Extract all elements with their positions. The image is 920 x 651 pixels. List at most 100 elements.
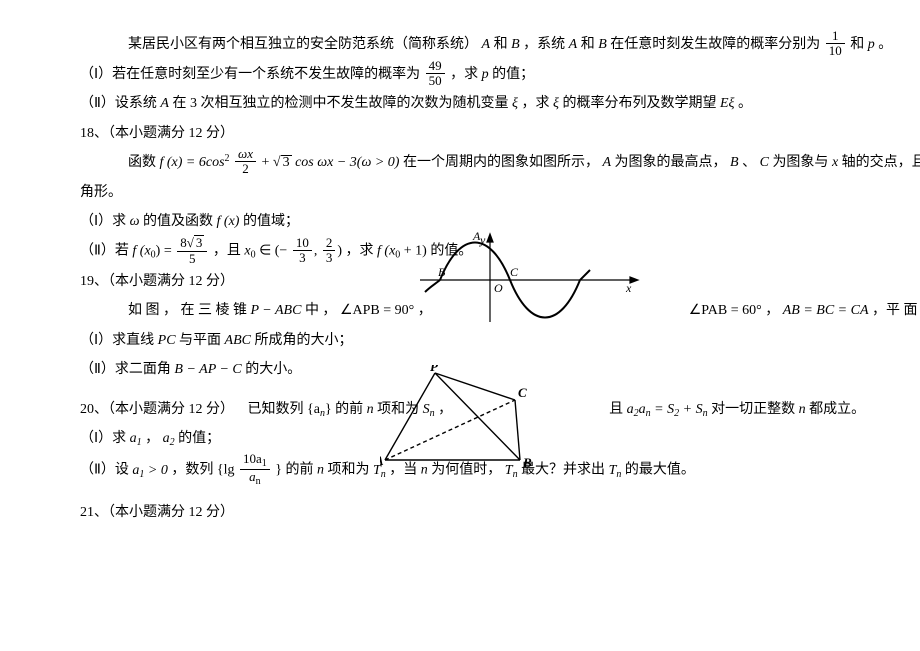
math-fx: f (x) (217, 214, 240, 229)
text: （Ⅰ）求直线 (80, 333, 158, 348)
var-PC: PC (158, 333, 176, 348)
math-a2an: a2an = S2 + Sn (627, 402, 708, 417)
curve-left-tail (425, 280, 440, 292)
text: 都成立。 (809, 402, 865, 417)
text: 。 (878, 37, 892, 52)
math-angAPB: ∠APB = 90° (340, 303, 414, 318)
label-B: B (522, 455, 532, 470)
spacer (80, 488, 840, 498)
var-B: B (730, 155, 739, 170)
p20-head: 20、（本小题满分 12 分） (80, 402, 234, 417)
text: 的值及函数 (143, 214, 217, 229)
var-x: x (832, 155, 838, 170)
text: （Ⅱ）设系统 (80, 96, 160, 111)
math-angPAB: ∠PAB = 60° (689, 303, 762, 318)
var-a1: a1 (130, 431, 142, 446)
label-B: B (438, 265, 446, 279)
text: 如 图 ， 在 三 棱 锥 (128, 303, 251, 318)
text: （Ⅱ）若 (80, 244, 132, 259)
math-ABBCCA: AB = BC = CA (783, 303, 869, 318)
var-B: B (511, 37, 520, 52)
rb: } (275, 463, 282, 478)
text: （Ⅰ）求 (80, 431, 130, 446)
var-xi: ξ (512, 96, 518, 111)
edge-BC (515, 400, 520, 460)
text: （Ⅰ）若在任意时刻至少有一个系统不发生故障的概率为 (80, 67, 424, 82)
text: ，平 面 (872, 303, 920, 318)
edge-AP (385, 373, 435, 460)
math-cos: cos ωx − 3(ω > 0) (295, 155, 399, 170)
y-arrow-icon (487, 234, 493, 242)
text: 已知数列 (248, 402, 308, 417)
text: ，求 (521, 96, 553, 111)
frac-1-10: 1 10 (826, 29, 845, 59)
text: ，且 (213, 244, 245, 259)
plus: + (262, 155, 273, 170)
text: 且 (609, 402, 627, 417)
text: 在 3 次相互独立的检测中不发生故障的次数为随机变量 (172, 96, 512, 111)
var-A: A (482, 37, 491, 52)
var-n: n (799, 402, 806, 417)
var-A: A (569, 37, 578, 52)
sqrt-3: 3 (281, 155, 292, 170)
var-B: B (598, 37, 607, 52)
frac-10a1-an: 10a1 an (240, 452, 270, 487)
var-a1: a1 > 0 (132, 463, 167, 478)
text: ，数列 (171, 463, 217, 478)
math-fx: f (x) = 6cos (160, 155, 225, 170)
p17-part-II: （Ⅱ）设系统 A 在 3 次相互独立的检测中不发生故障的次数为随机变量 ξ ，求… (80, 89, 840, 118)
text: 的值； (492, 67, 534, 82)
text: 函数 (128, 155, 160, 170)
in: ∈ (− (259, 244, 287, 259)
text: 的最大值。 (625, 463, 695, 478)
p17-part-I: （Ⅰ）若在任意时刻至少有一个系统不发生故障的概率为 49 50 ，求 p 的值； (80, 60, 840, 90)
var-a2: a2 (163, 431, 175, 446)
label-O: O (494, 281, 503, 295)
figure-tetrahedron: A B C P (380, 365, 540, 475)
frac-8sqrt3-5: 8√3 5 (177, 235, 207, 266)
p21-head: 21、（本小题满分 12 分） (80, 498, 840, 527)
figure-sine-curve: A B C O x y (410, 232, 650, 332)
text: 。 (738, 96, 752, 111)
text: ，求 (450, 67, 482, 82)
var-omega: ω (130, 214, 140, 229)
text: （Ⅱ）求二面角 (80, 362, 174, 377)
text: 和 (850, 37, 868, 52)
label-C: C (510, 265, 519, 279)
frac-10-3: 10 3 (293, 236, 312, 266)
p18-body: 函数 f (x) = 6cos2 ωx 2 + √3 cos ωx − 3(ω … (80, 148, 840, 178)
seq-an: {an} (307, 402, 332, 417)
text: 和 (494, 37, 512, 52)
comma: , (314, 244, 321, 259)
var-n: n (367, 402, 374, 417)
frac-wx-2: ωx 2 (235, 147, 256, 177)
label-P: P (430, 365, 439, 374)
text: 的值； (178, 431, 220, 446)
label-x: x (625, 281, 632, 295)
text: 某居民小区有两个相互独立的安全防范系统（简称系统） (128, 37, 478, 52)
var-C: C (760, 155, 769, 170)
math-fx0: f (x (132, 244, 150, 259)
text: 为图象与 (772, 155, 832, 170)
text: 的值域； (243, 214, 299, 229)
var-A: A (160, 96, 169, 111)
p17-intro: 某居民小区有两个相互独立的安全防范系统（简称系统） A 和 B ，系统 A 和 … (80, 30, 840, 60)
text: 在任意时刻发生故障的概率分别为 (610, 37, 824, 52)
edge-AC-dashed (385, 400, 515, 460)
text: 中 ， (305, 303, 337, 318)
var-A: A (602, 155, 611, 170)
text: 轴的交点，且 (842, 155, 920, 170)
text: ， (145, 431, 159, 446)
label-C: C (518, 385, 527, 400)
edge-PB (435, 373, 520, 460)
var-BAPC: B − AP − C (174, 362, 241, 377)
text: ， (765, 303, 779, 318)
text: ，系统 (523, 37, 569, 52)
rp: ) = (156, 244, 176, 259)
text: （Ⅱ）设 (80, 463, 132, 478)
label-A: A (380, 453, 384, 468)
text: 的前 (335, 402, 367, 417)
var-p: p (868, 37, 875, 52)
text: （Ⅰ）求 (80, 214, 130, 229)
var-Tn: Tn (609, 463, 622, 478)
